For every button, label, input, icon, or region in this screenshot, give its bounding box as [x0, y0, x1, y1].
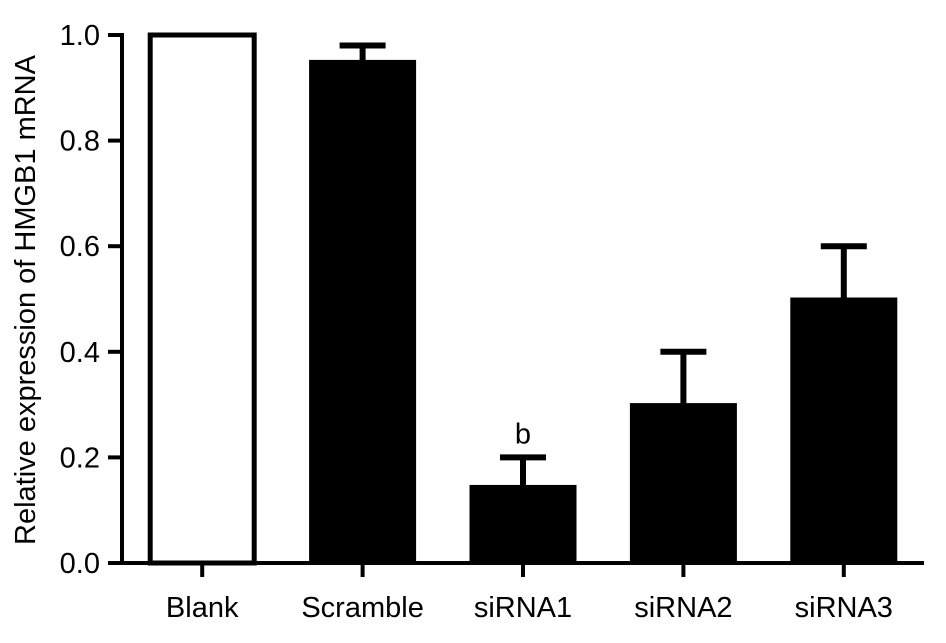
bar-scramble: [309, 59, 417, 565]
y-tick-label: 0.6: [60, 231, 100, 263]
y-tick-label: 0.0: [60, 548, 100, 580]
x-axis: Blank Scramble siRNA1 siRNA2 siRNA3: [120, 561, 924, 624]
x-tick-label: siRNA1: [474, 592, 572, 624]
y-tick-label: 0.8: [60, 126, 100, 158]
error-bars: [339, 42, 867, 487]
y-tick-label: 0.2: [60, 442, 100, 474]
y-tick-label: 0.4: [60, 337, 100, 369]
x-tick-label: Blank: [166, 592, 239, 624]
y-tick-label: 1.0: [60, 20, 100, 52]
bar-sirna1: [469, 484, 577, 565]
significance-label: b: [515, 418, 531, 450]
bar-sirna3: [790, 297, 898, 565]
bar-blank: [147, 32, 257, 566]
x-tick-label: siRNA3: [795, 592, 893, 624]
x-tick-label: siRNA2: [634, 592, 732, 624]
y-axis-label: Relative expression of HMGB1 mRNA: [10, 54, 42, 545]
annotations: b: [515, 418, 531, 450]
bar-sirna2: [629, 403, 737, 565]
y-axis: 0.0 0.2 0.4 0.6 0.8 1.0: [60, 20, 124, 580]
bars: [147, 32, 898, 566]
x-tick-label: Scramble: [301, 592, 424, 624]
